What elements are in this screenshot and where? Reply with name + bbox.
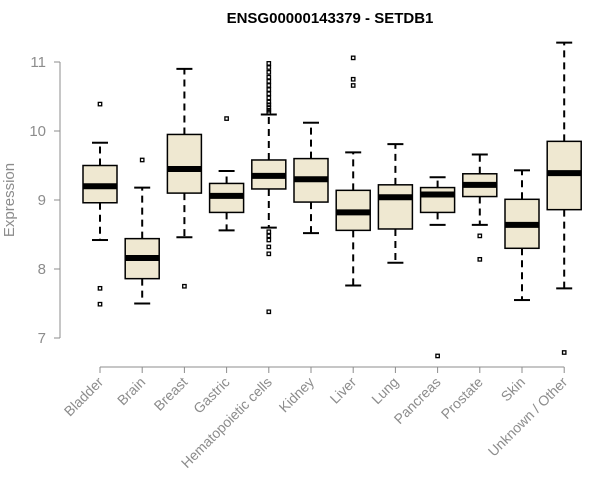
- y-axis-label: Expression: [1, 163, 18, 237]
- outlier-point: [266, 78, 272, 84]
- outlier-point: [266, 70, 272, 75]
- outlier-point: [266, 309, 272, 315]
- outlier-point: [266, 87, 272, 92]
- outlier-point: [266, 65, 272, 70]
- iqr-box: [419, 186, 456, 214]
- box-group: Brain: [114, 157, 160, 408]
- x-tick-label: Bladder: [61, 374, 107, 420]
- outlier-point: [266, 83, 272, 88]
- box-group: Liver: [327, 55, 371, 407]
- x-tick-label: Unknown / Other: [485, 374, 571, 460]
- x-tick-label: Liver: [327, 374, 360, 407]
- outlier-point: [435, 353, 440, 359]
- x-tick-label: Skin: [498, 374, 529, 405]
- x-tick-label: Lung: [368, 374, 401, 407]
- outlier-point: [350, 76, 356, 82]
- outlier-point: [266, 244, 272, 250]
- outlier-point: [139, 157, 145, 163]
- y-tick-label: 9: [38, 192, 46, 209]
- y-tick-label: 8: [38, 261, 46, 278]
- outlier-point: [266, 237, 272, 243]
- box-group: Unknown / Other: [485, 41, 582, 460]
- x-tick-label: Prostate: [438, 374, 486, 422]
- y-tick-label: 10: [29, 123, 46, 140]
- x-tick-label: Breast: [151, 374, 191, 414]
- outlier-point: [97, 101, 103, 107]
- outlier-point: [266, 233, 272, 239]
- outlier-point: [266, 61, 272, 66]
- box-group: Bladder: [61, 101, 118, 420]
- box-group: Lung: [368, 143, 414, 407]
- x-tick-label: Brain: [114, 374, 148, 408]
- outlier-point: [350, 55, 356, 61]
- x-tick-label: Kidney: [276, 374, 318, 416]
- outlier-point: [266, 251, 272, 257]
- outlier-point: [266, 95, 272, 101]
- outlier-point: [350, 83, 356, 88]
- outlier-point: [477, 233, 483, 239]
- outlier-point: [97, 285, 103, 291]
- outlier-point: [266, 229, 272, 235]
- outlier-point: [266, 74, 272, 80]
- iqr-box: [166, 133, 203, 194]
- outlier-point: [266, 91, 272, 97]
- x-tick-label: Pancreas: [391, 374, 444, 427]
- outlier-point: [182, 283, 187, 289]
- iqr-box: [377, 184, 414, 230]
- outlier-point: [224, 116, 229, 121]
- outlier-point: [561, 350, 567, 355]
- outlier-point: [477, 256, 483, 262]
- chart-title: ENSG00000143379 - SETDB1: [227, 10, 434, 27]
- outlier-point: [266, 110, 272, 115]
- box-group: Skin: [498, 169, 540, 405]
- outlier-point: [97, 301, 103, 307]
- y-tick-label: 7: [38, 330, 46, 347]
- y-tick-label: 11: [30, 54, 46, 71]
